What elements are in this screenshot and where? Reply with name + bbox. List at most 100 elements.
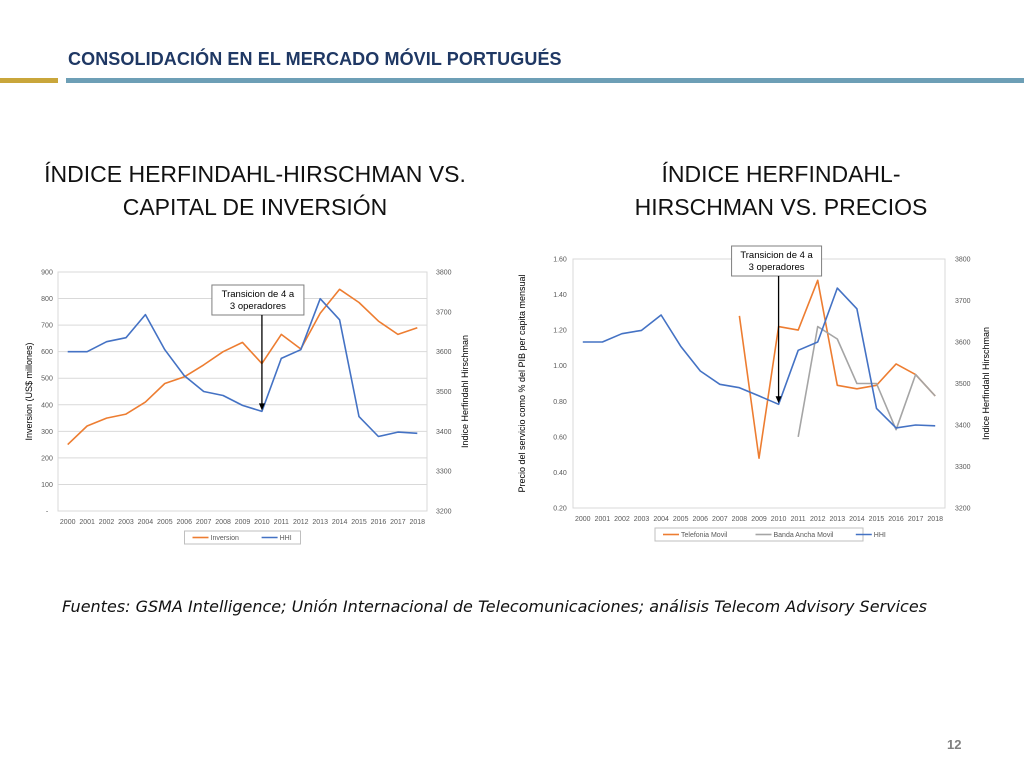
legend-label-inversion: Inversion — [211, 535, 240, 542]
source-note: Fuentes: GSMA Intelligence; Unión Intern… — [62, 597, 928, 616]
y-tick-label: 300 — [41, 429, 53, 436]
annotation-text: 3 operadores — [749, 262, 805, 273]
x-tick-label: 2010 — [254, 519, 270, 526]
hhi-vs-investment-chart: - 100 200 300 400 500 600 700 800 900 3200 3300 3400… — [24, 270, 470, 545]
y2-tick-label: 3700 — [955, 298, 971, 305]
x-tick-label: 2006 — [692, 516, 708, 523]
x-tick-label: 2009 — [235, 519, 251, 526]
x-tick-label: 2013 — [830, 516, 846, 523]
series-line-hhi — [67, 297, 418, 438]
x-tick-label: 2011 — [274, 519, 289, 526]
y-tick-label: 600 — [41, 349, 53, 356]
x-tick-label: 2007 — [712, 516, 728, 523]
x-tick-label: 2001 — [595, 516, 611, 523]
y-tick-label: 700 — [41, 323, 53, 330]
y-tick-label: 0.20 — [553, 506, 567, 513]
x-tick-label: 2000 — [575, 516, 591, 523]
x-tick-label: 2000 — [60, 519, 76, 526]
x-tick-label: 2006 — [176, 519, 192, 526]
x-tick-label: 2015 — [869, 516, 885, 523]
legend-label-telefonia-movil: Telefonia Movil — [681, 532, 728, 539]
x-tick-label: 2012 — [810, 516, 826, 523]
series-line-hhi — [582, 287, 936, 429]
y2-tick-label: 3600 — [436, 349, 452, 356]
x-tick-label: 2014 — [332, 519, 348, 526]
y2-tick-label: 3200 — [955, 506, 971, 513]
y-tick-label: 0.40 — [553, 470, 567, 477]
y2-tick-label: 3300 — [436, 469, 452, 476]
header-rule — [66, 78, 1024, 83]
annotation-box — [211, 284, 305, 316]
y-tick-label: 400 — [41, 402, 53, 409]
x-tick-label: 2003 — [634, 516, 650, 523]
x-tick-label: 2015 — [351, 519, 367, 526]
series-line-banda-ancha-movil — [797, 325, 936, 438]
y2-tick-label: 3400 — [436, 429, 452, 436]
x-tick-label: 2017 — [390, 519, 406, 526]
x-tick-label: 2017 — [908, 516, 924, 523]
legend — [184, 530, 301, 545]
plot-area — [57, 271, 428, 512]
x-tick-label: 2013 — [312, 519, 328, 526]
y-tick-label: 1.40 — [553, 292, 567, 299]
y2-tick-label: 3500 — [955, 381, 971, 388]
y2-axis-title: Indice Herfindahl Hirschman — [460, 335, 470, 448]
y2-tick-label: 3800 — [955, 257, 971, 264]
x-tick-label: 2004 — [653, 516, 669, 523]
plot-area — [572, 258, 946, 509]
x-tick-label: 2016 — [888, 516, 904, 523]
x-tick-label: 2011 — [791, 516, 806, 523]
y-tick-label: 0.80 — [553, 399, 567, 406]
series-line-inversion — [67, 288, 418, 446]
hhi-vs-prices-chart: 0.20 0.40 0.60 0.80 1.00 1.20 1.40 1.60 3200 3300… — [517, 245, 991, 542]
y-tick-label: 800 — [41, 296, 53, 303]
y2-axis-title: Indice Herfindahl Hirschman — [981, 327, 991, 440]
x-tick-label: 2007 — [196, 519, 212, 526]
annotation-text: 3 operadores — [230, 301, 286, 312]
annotation-arrowhead — [775, 396, 782, 404]
y-tick-label: 900 — [41, 270, 53, 277]
x-tick-label: 2005 — [673, 516, 689, 523]
y-axis-title: Precio del servicio como % del PIB per c… — [517, 274, 527, 492]
y-tick-label: 1.20 — [553, 328, 567, 335]
annotation-text: Transicion de 4 a — [740, 250, 813, 261]
x-tick-label: 2001 — [79, 519, 95, 526]
x-tick-label: 2016 — [371, 519, 387, 526]
series-line-telefonia-movil — [738, 279, 936, 459]
y-tick-label: 1.60 — [553, 257, 567, 264]
legend-label-hhi: HHI — [280, 535, 292, 542]
x-tick-label: 2008 — [732, 516, 748, 523]
y2-tick-label: 3300 — [955, 464, 971, 471]
y2-tick-label: 3600 — [955, 340, 971, 347]
x-tick-label: 2002 — [614, 516, 630, 523]
y-tick-label: 1.00 — [553, 363, 567, 370]
x-tick-label: 2009 — [751, 516, 767, 523]
legend-label-banda-ancha-movil: Banda Ancha Movil — [774, 532, 834, 539]
y-tick-label: 200 — [41, 455, 53, 462]
x-tick-label: 2018 — [927, 516, 943, 523]
right-section-title: ÍNDICE HERFINDAHL-HIRSCHMAN VS. PRECIOS — [634, 161, 928, 220]
x-tick-label: 2005 — [157, 519, 173, 526]
y-axis-title: Inversion (US$ millones) — [24, 342, 34, 440]
y2-tick-label: 3500 — [436, 389, 452, 396]
y-tick-label: 500 — [41, 376, 53, 383]
header-rule-accent — [0, 78, 58, 83]
y-tick-label: 0.60 — [553, 434, 567, 441]
y2-tick-label: 3200 — [436, 509, 452, 516]
y2-tick-label: 3700 — [436, 309, 452, 316]
annotation-text: Transicion de 4 a — [222, 289, 295, 300]
x-tick-label: 2012 — [293, 519, 309, 526]
y-tick-label: 100 — [41, 482, 53, 489]
x-tick-label: 2010 — [771, 516, 787, 523]
x-tick-label: 2014 — [849, 516, 865, 523]
annotation-box — [731, 245, 823, 277]
page-title: CONSOLIDACIÓN EN EL MERCADO MÓVIL PORTUG… — [68, 49, 562, 69]
y2-tick-label: 3400 — [955, 423, 971, 430]
page-number: 12 — [947, 737, 962, 752]
x-tick-label: 2018 — [410, 519, 426, 526]
x-tick-label: 2003 — [118, 519, 134, 526]
x-tick-label: 2002 — [99, 519, 115, 526]
y2-tick-label: 3800 — [436, 270, 452, 277]
x-tick-label: 2004 — [138, 519, 154, 526]
annotation-arrowhead — [258, 403, 265, 411]
